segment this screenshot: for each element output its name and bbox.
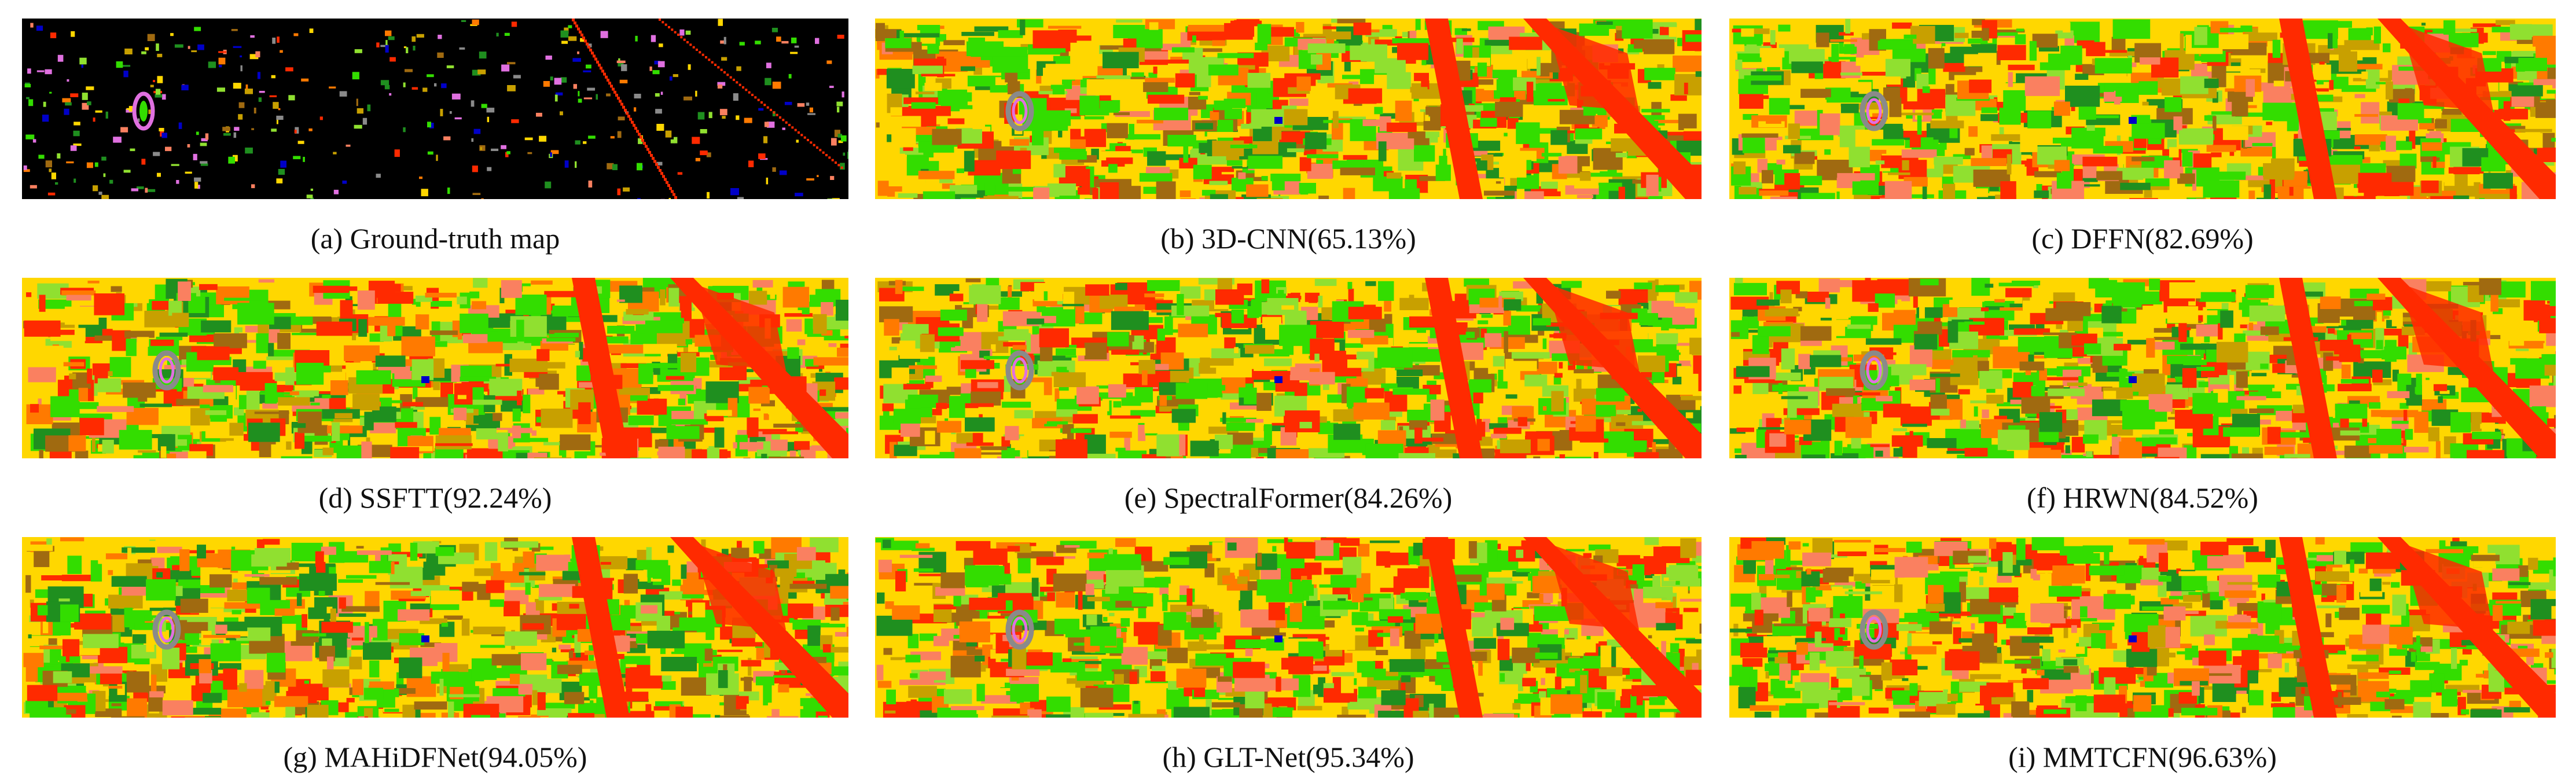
caption-h: (h) GLT-Net(95.34%) [1162,741,1414,773]
caption-f: (f) HRWN(84.52%) [2027,481,2258,514]
map-image [22,19,848,199]
classification-map-mmtcfn [1729,537,2556,718]
panel-a: (a) Ground-truth map [22,19,848,256]
map-image [1729,278,2556,458]
map-image [875,19,1702,199]
panel-d: (d) SSFTT(92.24%) [22,278,848,515]
caption-i: (i) MMTCFN(96.63%) [2008,741,2277,773]
map-image [1729,537,2556,718]
map-image [22,278,848,458]
caption-g: (g) MAHiDFNet(94.05%) [283,741,587,773]
panel-h: (h) GLT-Net(95.34%) [875,537,1702,774]
caption-e: (e) SpectralFormer(84.26%) [1124,481,1453,514]
panel-i: (i) MMTCFN(96.63%) [1729,537,2556,774]
classification-map-ssftt [22,278,848,458]
ground-truth-map [22,19,848,199]
panel-g: (g) MAHiDFNet(94.05%) [22,537,848,774]
caption-c: (c) DFFN(82.69%) [2031,222,2254,255]
map-image [1729,19,2556,199]
caption-a: (a) Ground-truth map [310,222,560,255]
classification-map-3d-cnn [875,19,1702,199]
classification-map-mahidfnet [22,537,848,718]
caption-d: (d) SSFTT(92.24%) [318,481,552,514]
classification-map-glt-net [875,537,1702,718]
map-image [22,537,848,718]
classification-map-hrwn [1729,278,2556,458]
panel-e: (e) SpectralFormer(84.26%) [875,278,1702,515]
panel-c: (c) DFFN(82.69%) [1729,19,2556,256]
classification-map-spectralformer [875,278,1702,458]
map-image [875,278,1702,458]
panel-b: (b) 3D-CNN(65.13%) [875,19,1702,256]
caption-b: (b) 3D-CNN(65.13%) [1160,222,1416,255]
map-image [875,537,1702,718]
classification-map-dffn [1729,19,2556,199]
panel-f: (f) HRWN(84.52%) [1729,278,2556,515]
